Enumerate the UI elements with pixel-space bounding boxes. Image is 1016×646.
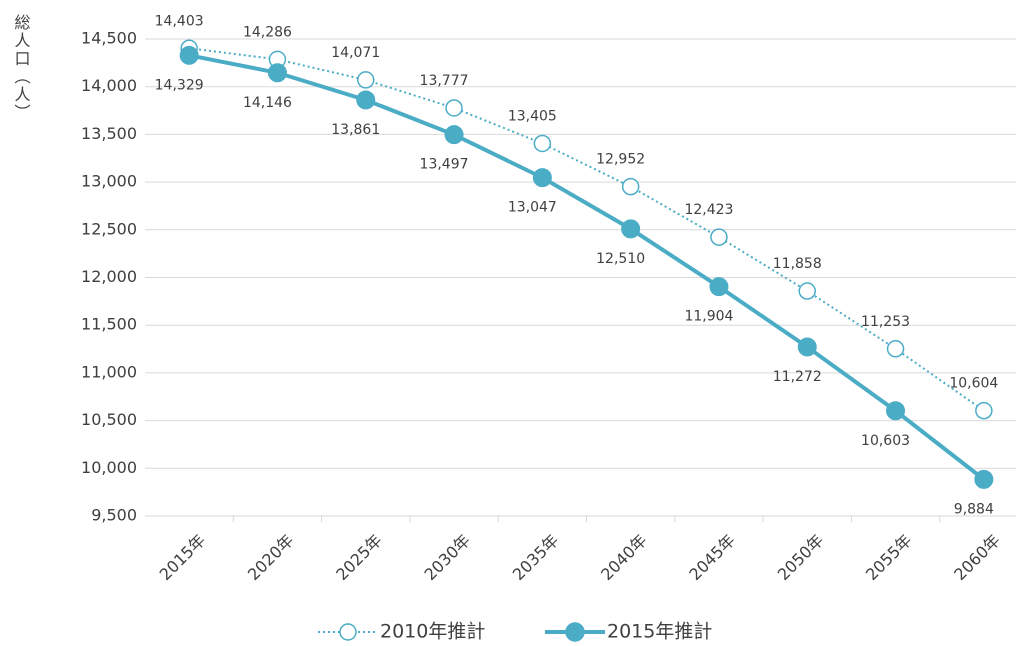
data-point bbox=[357, 71, 375, 89]
x-tick-label: 2015年 bbox=[156, 531, 210, 585]
value-label: 14,286 bbox=[243, 24, 292, 40]
value-label: 14,071 bbox=[331, 45, 380, 61]
data-point bbox=[532, 168, 552, 188]
data-point bbox=[533, 134, 552, 153]
y-tick-label: 13,000 bbox=[81, 172, 137, 191]
data-point bbox=[797, 337, 817, 357]
data-point bbox=[445, 99, 463, 117]
value-label: 13,497 bbox=[420, 157, 469, 173]
value-label: 9,884 bbox=[954, 501, 994, 517]
value-label: 10,603 bbox=[861, 433, 910, 449]
data-point bbox=[444, 125, 464, 145]
x-tick-label: 2035年 bbox=[509, 531, 563, 585]
x-tick-label: 2020年 bbox=[244, 531, 298, 585]
y-tick-label: 14,000 bbox=[81, 76, 137, 95]
value-label: 14,403 bbox=[155, 13, 204, 29]
x-tick-label: 2030年 bbox=[421, 531, 475, 585]
data-point bbox=[356, 90, 376, 110]
data-point bbox=[798, 282, 816, 300]
x-tick-label: 2040年 bbox=[597, 531, 651, 585]
y-tick-label: 12,500 bbox=[81, 219, 137, 238]
data-point bbox=[267, 63, 287, 83]
x-tick-label: 2055年 bbox=[862, 531, 916, 585]
data-point bbox=[710, 228, 728, 246]
y-axis-title: 総人口（人） bbox=[12, 14, 31, 122]
value-label: 12,510 bbox=[596, 251, 645, 267]
value-label: 11,858 bbox=[773, 256, 822, 272]
legend-label: 2010年推計 bbox=[380, 621, 485, 643]
series-line bbox=[189, 47, 985, 412]
x-tick-label: 2025年 bbox=[332, 531, 386, 585]
data-point bbox=[621, 177, 640, 196]
legend-label: 2015年推計 bbox=[607, 621, 712, 643]
data-point bbox=[179, 45, 199, 65]
value-label: 13,047 bbox=[508, 200, 557, 216]
y-tick-label: 11,000 bbox=[81, 362, 137, 381]
legend-marker bbox=[339, 623, 357, 641]
data-point bbox=[709, 277, 729, 297]
value-label: 13,861 bbox=[331, 122, 380, 138]
value-label: 11,253 bbox=[861, 314, 910, 330]
y-tick-label: 13,500 bbox=[81, 124, 137, 143]
value-label: 10,604 bbox=[949, 376, 998, 392]
value-label: 12,952 bbox=[596, 152, 645, 168]
x-tick-label: 2050年 bbox=[774, 531, 828, 585]
y-tick-label: 10,500 bbox=[81, 410, 137, 429]
data-point bbox=[621, 219, 641, 239]
y-tick-label: 14,500 bbox=[81, 29, 137, 48]
x-tick-label: 2060年 bbox=[950, 531, 1004, 585]
data-point bbox=[975, 401, 993, 420]
y-tick-label: 11,500 bbox=[81, 315, 137, 334]
y-tick-label: 9,500 bbox=[91, 506, 137, 525]
y-tick-label: 10,000 bbox=[81, 458, 137, 477]
data-point bbox=[886, 340, 905, 358]
x-tick-label: 2045年 bbox=[685, 531, 739, 585]
value-label: 13,777 bbox=[420, 73, 469, 89]
data-point bbox=[886, 401, 906, 421]
value-label: 11,272 bbox=[773, 369, 822, 385]
value-label: 13,405 bbox=[508, 108, 557, 124]
value-label: 11,904 bbox=[684, 309, 733, 325]
value-label: 12,423 bbox=[684, 202, 733, 218]
series-line bbox=[188, 53, 986, 481]
data-point bbox=[974, 469, 994, 489]
value-label: 14,329 bbox=[155, 77, 204, 93]
value-label: 14,146 bbox=[243, 95, 292, 111]
legend-marker bbox=[565, 622, 585, 642]
y-tick-label: 12,000 bbox=[81, 267, 137, 286]
